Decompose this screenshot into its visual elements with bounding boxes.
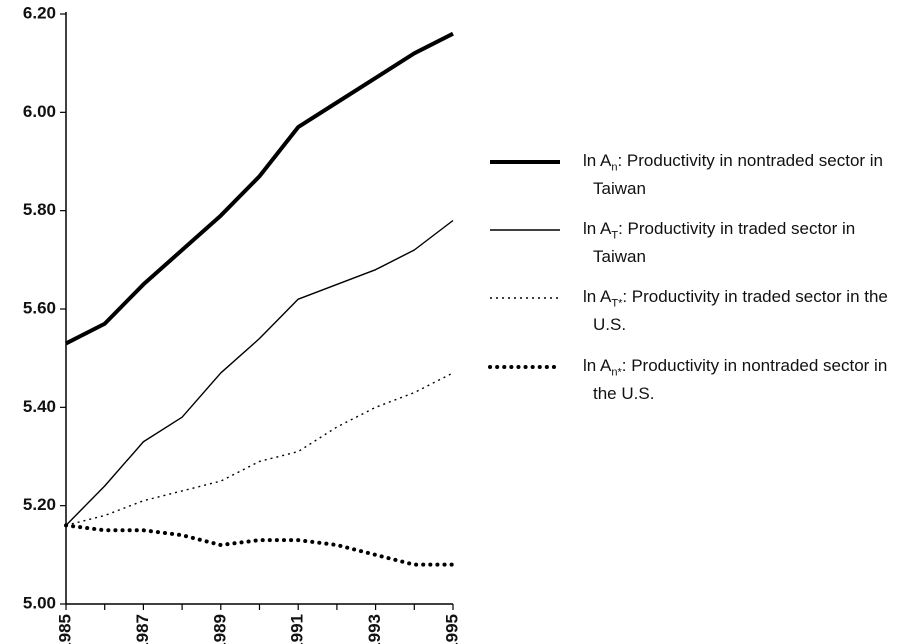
- legend-name: : Productivity in traded sector in the U…: [593, 287, 888, 335]
- legend-entry: ln An: Productivity in nontraded sector …: [488, 150, 898, 198]
- x-tick-label: 1991: [288, 614, 307, 644]
- legend-name: : Productivity in nontraded sector in th…: [593, 356, 888, 404]
- x-tick-label: 1993: [365, 614, 384, 644]
- y-tick-label: 5.00: [23, 593, 56, 612]
- legend-subscript: n: [611, 161, 618, 174]
- legend-swatch: [490, 229, 560, 231]
- x-tick-label: 1985: [55, 614, 74, 644]
- legend-swatch: [490, 160, 560, 164]
- legend-symbol: ln A: [583, 219, 612, 238]
- legend-label: ln An*: Productivity in nontraded sector…: [583, 355, 904, 404]
- legend-name: : Productivity in nontraded sector in Ta…: [593, 151, 884, 199]
- x-tick-label: 1995: [442, 614, 461, 644]
- legend-label: ln AT*: Productivity in traded sector in…: [583, 286, 904, 335]
- series-line: [65, 219, 454, 526]
- y-tick-label: 5.20: [23, 495, 56, 514]
- y-tick-label: 5.80: [23, 200, 56, 219]
- series-line: [64, 523, 455, 567]
- legend-label: ln An: Productivity in nontraded sector …: [583, 150, 904, 199]
- legend-label: ln AT: Productivity in traded sector in …: [583, 218, 904, 267]
- x-tick-label: 1989: [210, 614, 229, 644]
- legend-symbol: ln A: [583, 356, 612, 375]
- x-tick-label: 1987: [133, 614, 152, 644]
- legend-swatch: [490, 297, 560, 299]
- y-tick-label: 6.20: [23, 3, 56, 22]
- legend-subscript: T*: [611, 297, 623, 310]
- legend-entry: ln An*: Productivity in nontraded sector…: [488, 355, 898, 403]
- legend-entry: ln AT*: Productivity in traded sector in…: [488, 286, 898, 334]
- legend-symbol: ln A: [583, 287, 612, 306]
- legend-name: : Productivity in traded sector in Taiwa…: [593, 219, 856, 267]
- legend-subscript: n*: [611, 366, 622, 379]
- legend-entry: ln AT: Productivity in traded sector in …: [488, 218, 898, 266]
- y-tick-label: 5.40: [23, 397, 56, 416]
- y-tick-label: 6.00: [23, 102, 56, 121]
- legend-swatch: [488, 365, 562, 369]
- series-line: [65, 31, 454, 346]
- legend-subscript: T: [611, 229, 619, 242]
- legend-symbol: ln A: [583, 151, 612, 170]
- y-tick-label: 5.60: [23, 298, 56, 317]
- series-line: [65, 372, 454, 527]
